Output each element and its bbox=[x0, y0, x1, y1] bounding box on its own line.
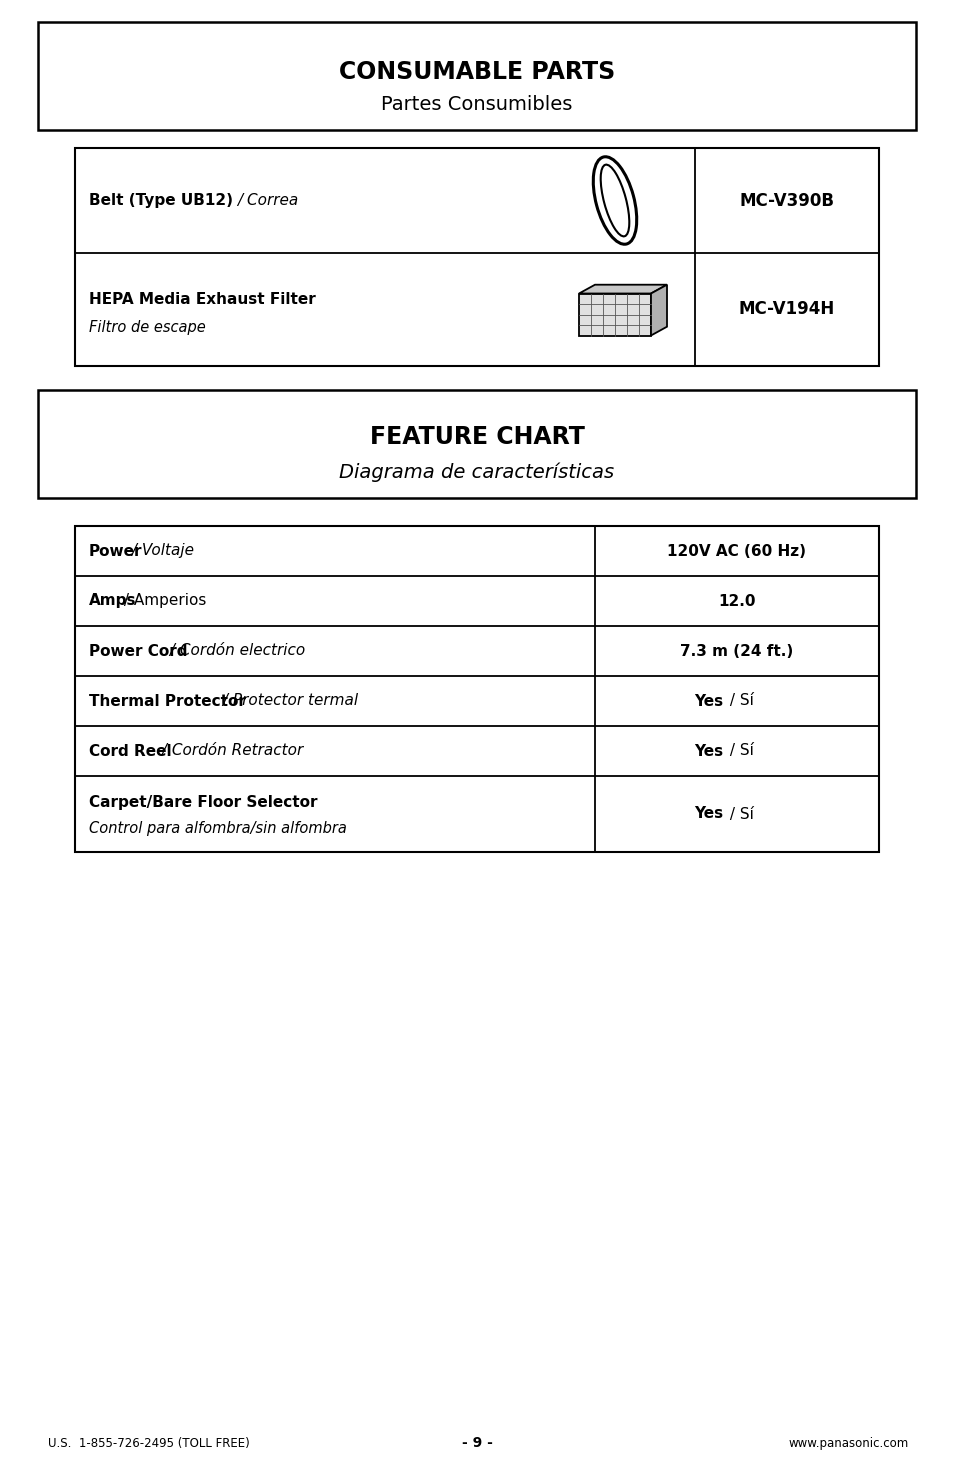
Text: MC-V194H: MC-V194H bbox=[739, 301, 834, 319]
Bar bbox=[38, 389, 915, 499]
Polygon shape bbox=[578, 294, 650, 335]
Text: Control para alfombra/sin alfombra: Control para alfombra/sin alfombra bbox=[89, 820, 347, 835]
Text: CONSUMABLE PARTS: CONSUMABLE PARTS bbox=[338, 60, 615, 84]
Text: Power Cord: Power Cord bbox=[89, 643, 188, 658]
Text: / Sí: / Sí bbox=[724, 807, 753, 822]
Text: / Amperios: / Amperios bbox=[119, 593, 207, 609]
Polygon shape bbox=[578, 285, 666, 294]
Text: / Cordón Retractor: / Cordón Retractor bbox=[157, 743, 303, 758]
Text: HEPA Media Exhaust Filter: HEPA Media Exhaust Filter bbox=[89, 292, 315, 307]
Text: Diagrama de características: Diagrama de características bbox=[339, 462, 614, 482]
Text: Power: Power bbox=[89, 543, 142, 559]
Text: 120V AC (60 Hz): 120V AC (60 Hz) bbox=[667, 543, 805, 559]
Polygon shape bbox=[650, 285, 666, 335]
Text: Yes: Yes bbox=[693, 743, 722, 758]
Text: Filtro de escape: Filtro de escape bbox=[89, 320, 206, 335]
Text: / Voltaje: / Voltaje bbox=[127, 543, 193, 559]
Text: Yes: Yes bbox=[693, 807, 722, 822]
Ellipse shape bbox=[600, 165, 629, 236]
Text: MC-V390B: MC-V390B bbox=[739, 192, 834, 209]
Text: FEATURE CHART: FEATURE CHART bbox=[369, 425, 584, 448]
Text: / Protector termal: / Protector termal bbox=[218, 693, 358, 708]
Text: 7.3 m (24 ft.): 7.3 m (24 ft.) bbox=[679, 643, 793, 658]
Text: / Correa: / Correa bbox=[236, 193, 298, 208]
Bar bbox=[75, 527, 878, 853]
Text: Amps: Amps bbox=[89, 593, 136, 609]
Text: Cord Reel: Cord Reel bbox=[89, 743, 172, 758]
Bar bbox=[38, 22, 915, 130]
Text: / Cordón electrico: / Cordón electrico bbox=[165, 643, 305, 658]
Text: Partes Consumibles: Partes Consumibles bbox=[381, 96, 572, 115]
Text: www.panasonic.com: www.panasonic.com bbox=[788, 1437, 908, 1450]
Text: / Sí: / Sí bbox=[724, 743, 753, 758]
Text: Yes: Yes bbox=[693, 693, 722, 708]
Text: Carpet/Bare Floor Selector: Carpet/Bare Floor Selector bbox=[89, 795, 317, 810]
Text: Belt (Type UB12): Belt (Type UB12) bbox=[89, 193, 233, 208]
Text: Thermal Protector: Thermal Protector bbox=[89, 693, 246, 708]
Text: U.S.  1-855-726-2495 (TOLL FREE): U.S. 1-855-726-2495 (TOLL FREE) bbox=[48, 1437, 250, 1450]
Text: / Sí: / Sí bbox=[724, 693, 753, 708]
Text: 12.0: 12.0 bbox=[718, 593, 755, 609]
Bar bbox=[75, 148, 878, 366]
Text: - 9 -: - 9 - bbox=[461, 1437, 492, 1450]
